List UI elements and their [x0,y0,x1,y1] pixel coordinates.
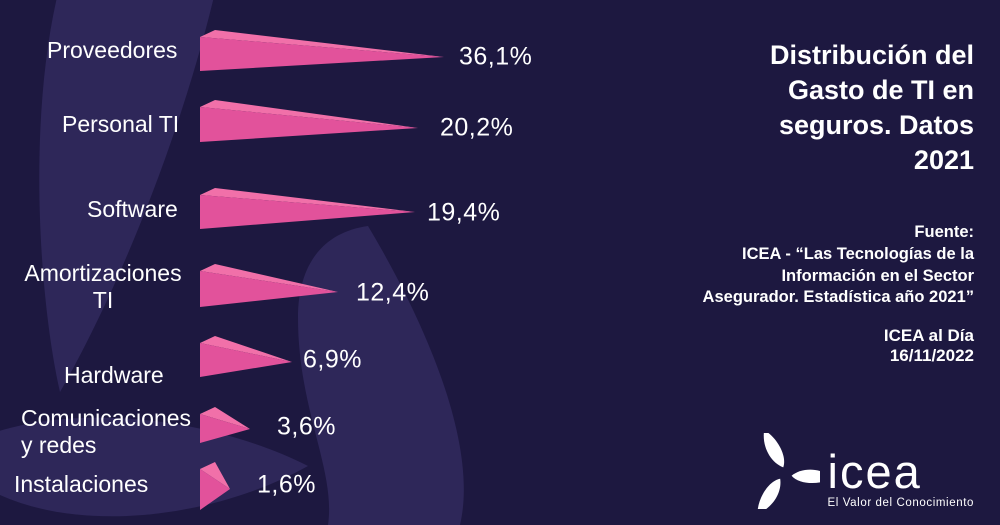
value-label: 3,6% [277,412,336,441]
icea-logo: icea El Valor del Conocimiento [750,433,974,509]
value-label: 36,1% [459,42,533,71]
publication-date: 16/11/2022 [889,346,974,365]
bar-front-facet [200,37,444,71]
bar-top-facet [200,264,338,292]
publication-block: ICEA al Día 16/11/2022 [674,326,974,366]
bar-top-facet [200,336,292,362]
bar-front-facet [200,414,250,443]
bar-top-facet [200,407,250,429]
bar-front-facet [200,343,292,377]
category-label: Hardware [64,362,164,388]
bar-front-facet [200,107,418,142]
publication-name: ICEA al Día [883,326,974,345]
bar-top-facet [200,100,418,128]
bar-top-facet [200,462,230,489]
bar-top-facet [200,188,415,212]
value-label: 1,6% [257,470,316,499]
background-watermark [0,0,464,525]
bar-series [200,30,444,510]
chart-title: Distribución del Gasto de TI en seguros.… [769,40,974,175]
category-label: Software [87,196,178,222]
source-text: ICEA - “Las Tecnologías de la Informació… [702,245,974,306]
source-label: Fuente: [914,223,974,241]
value-label: 6,9% [303,345,362,374]
bar-front-facet [200,195,415,229]
category-label: Proveedores [47,37,178,63]
info-panel: Distribución del Gasto de TI en seguros.… [674,0,974,525]
category-label: Comunicaciones y redes [21,405,192,458]
watermark-petal-center [298,226,464,525]
category-label: Personal TI [62,111,180,137]
logo-wordmark: icea [827,445,922,498]
logo-tagline: El Valor del Conocimiento [827,497,974,509]
watermark-petal-top-left [39,0,214,392]
icea-logo-icon [756,433,820,509]
category-label: Instalaciones [14,471,149,497]
bar-front-facet [200,271,338,307]
value-label: 20,2% [440,113,514,142]
bar-top-facet [200,30,444,57]
value-label: 19,4% [427,198,501,227]
value-label: 12,4% [356,278,430,307]
bar-front-facet [200,469,230,510]
watermark-petal-bottom-left [0,417,308,517]
category-label: Amortizaciones TI [24,260,182,313]
